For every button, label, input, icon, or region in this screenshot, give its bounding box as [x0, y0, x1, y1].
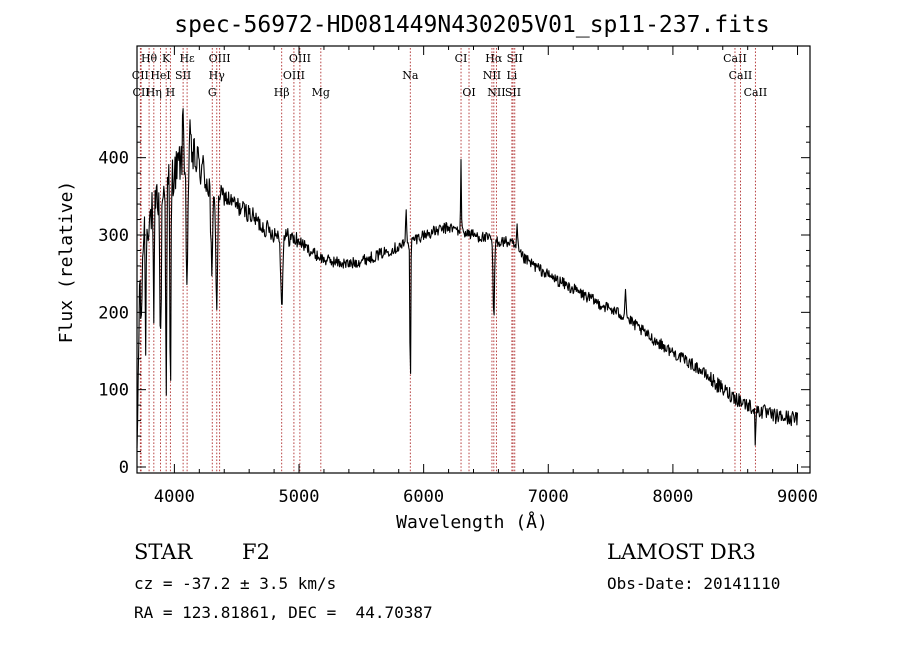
x-tick-label: 4000: [154, 487, 195, 507]
x-tick-label: 7000: [528, 487, 569, 507]
marker-label: CaII: [729, 69, 753, 82]
marker-label: SII: [175, 69, 191, 82]
marker-label: NII: [483, 69, 501, 82]
marker-label: OIII: [283, 69, 305, 82]
marker-label: G: [208, 86, 217, 99]
marker-label: Hβ: [274, 86, 290, 99]
marker-label: Hα: [485, 52, 503, 65]
marker-label: CI: [455, 52, 468, 65]
marker-label: K: [162, 52, 171, 65]
object-subclass: F2: [242, 540, 270, 564]
marker-label: OI: [462, 86, 475, 99]
y-axis-label: Flux (relative): [56, 181, 77, 344]
marker-label: CaII: [744, 86, 768, 99]
marker-label: CII: [132, 69, 149, 82]
marker-label: NII: [487, 86, 505, 99]
marker-label: SII: [505, 86, 521, 99]
marker-label: CaII: [723, 52, 747, 65]
plot-frame: [136, 45, 811, 474]
marker-label: OIII: [209, 52, 231, 65]
marker-label: Hε: [179, 52, 195, 65]
y-tick-label: 300: [98, 226, 129, 246]
chart-title: spec-56972-HD081449N430205V01_sp11-237.f…: [174, 12, 769, 38]
redshift-velocity: cz = -37.2 ± 3.5 km/s: [134, 574, 337, 593]
survey-name: LAMOST DR3: [607, 540, 756, 564]
marker-label: Mg: [312, 86, 330, 99]
marker-label: SII: [507, 52, 523, 65]
y-tick-label: 100: [98, 381, 129, 401]
spectrum-line: [136, 108, 799, 449]
marker-label: HeI: [150, 69, 170, 82]
object-class: STAR: [134, 540, 193, 564]
x-axis-label: Wavelength (Å): [396, 511, 548, 533]
marker-label: Hθ: [141, 52, 158, 65]
x-tick-label: 9000: [777, 487, 818, 507]
x-tick-label: 5000: [279, 487, 320, 507]
marker-label: Na: [402, 69, 419, 82]
marker-label: Hγ: [209, 69, 226, 82]
observation-date: Obs-Date: 20141110: [607, 574, 781, 593]
y-tick-label: 200: [98, 303, 129, 323]
x-tick-label: 8000: [652, 487, 693, 507]
coordinates: RA = 123.81861, DEC = 44.70387: [134, 603, 433, 622]
marker-label: Li: [506, 69, 517, 82]
y-tick-label: 400: [98, 149, 129, 169]
marker-label: Hη: [146, 86, 162, 99]
marker-label: OIII: [289, 52, 311, 65]
marker-label: H: [166, 86, 176, 99]
y-tick-label: 0: [119, 458, 129, 478]
x-tick-label: 6000: [403, 487, 444, 507]
line-markers: Hθ K Hε OIII OIII CI Hα SII CaII CII HeI SII Hγ OIII N…: [132, 48, 767, 473]
axis-ticks: 4000 5000 6000 7000 8000 9000 0 100 200 300 400: [98, 46, 818, 507]
